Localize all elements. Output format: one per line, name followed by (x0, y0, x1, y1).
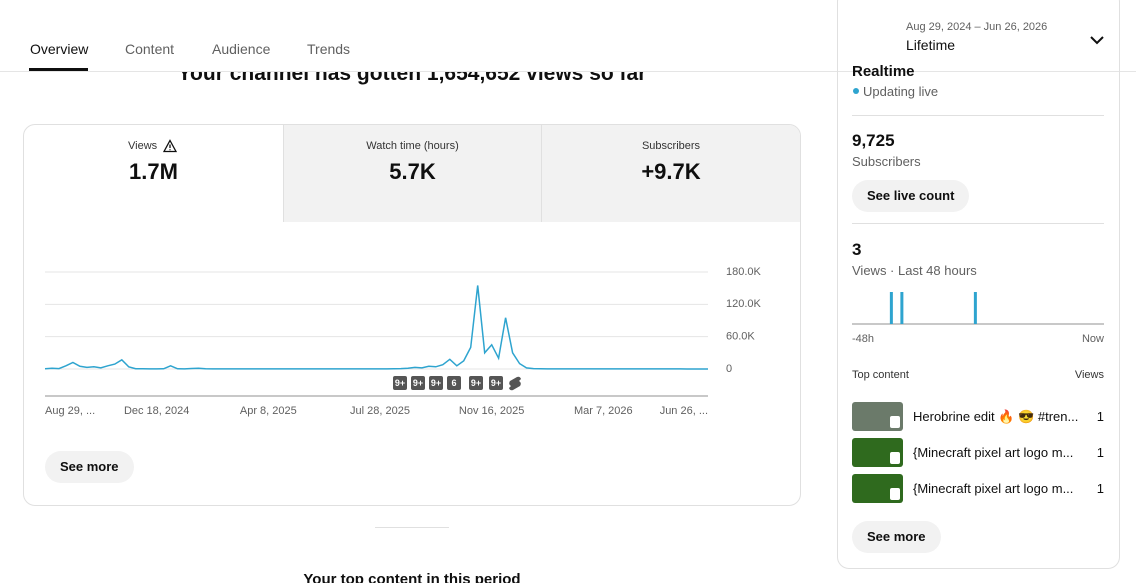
divider (541, 125, 542, 222)
date-range: Aug 29, 2024 – Jun 26, 2026 (906, 21, 1048, 33)
thumbnail[interactable] (852, 438, 903, 467)
realtime-views-label: Views · Last 48 hours (852, 263, 977, 278)
x-tick-label: Aug 29, ... (45, 405, 95, 417)
chart-card: Views 1.7M Watch time (hours) 5.7K Subsc… (23, 124, 801, 506)
x-tick-label: Mar 7, 2026 (574, 405, 633, 417)
x-tick-label: Apr 8, 2025 (240, 405, 297, 417)
annotation: 9+ (491, 378, 501, 388)
content-title[interactable]: {Minecraft pixel art logo m... (913, 445, 1074, 460)
live-count-button[interactable]: See live count (852, 180, 970, 212)
annotation: 9+ (431, 378, 441, 388)
tab-underline (29, 68, 88, 71)
annotation-badge (393, 376, 407, 390)
subscriber-label: Subscribers (852, 154, 921, 169)
x-tick-label: Now (1082, 333, 1104, 345)
live-dot (853, 88, 859, 94)
x-tick-label: Nov 16, 2025 (459, 405, 524, 417)
annotation: 9+ (413, 378, 423, 388)
content-title[interactable]: {Minecraft pixel art logo m... (913, 481, 1074, 496)
realtime-card (837, 0, 1120, 569)
line (44, 285, 708, 370)
x-tick-label: -48h (852, 333, 874, 345)
annotation-badge (469, 376, 483, 390)
annotation: 9+ (471, 378, 481, 388)
thumbnail[interactable] (852, 402, 903, 431)
y-tick-label: 60.0K (726, 331, 755, 343)
annotation-badge (429, 376, 443, 390)
warning-icon (163, 139, 177, 153)
y-tick-label: 0 (726, 363, 732, 375)
realtime-title: Realtime (852, 63, 915, 80)
bar (889, 292, 893, 324)
content-views: 1 (1096, 409, 1104, 424)
see-more-button[interactable]: See more (45, 451, 134, 483)
views-header: Views (1074, 369, 1104, 381)
metric-label: Watch time (hours) (366, 140, 459, 152)
divider (852, 115, 1104, 116)
y-tick-label: 180.0K (726, 266, 762, 278)
annotation-badge (411, 376, 425, 390)
metric-label: Subscribers (641, 140, 701, 152)
top-content-title: Top content (852, 369, 909, 381)
realtime-views: 3 (852, 240, 862, 259)
annotation-badge (447, 376, 461, 390)
tab[interactable]: Content (125, 41, 175, 57)
content-title[interactable]: Herobrine edit 🔥 😎 #tren... (913, 409, 1079, 424)
tab[interactable]: Trends (307, 41, 351, 57)
annotation-badge (489, 376, 503, 390)
top-bar: Overview Content Audience Trends Aug 29,… (0, 0, 1136, 72)
bar (973, 292, 977, 324)
subscriber-count: 9,725 (852, 131, 895, 150)
tab[interactable]: Overview (30, 41, 89, 57)
x-tick-label: Jun 26, ... (660, 405, 708, 417)
annotation: 9+ (395, 378, 405, 388)
realtime-status: Updating live (863, 84, 939, 99)
x-tick-label: Jul 28, 2025 (350, 405, 410, 417)
tab[interactable]: Audience (212, 41, 271, 57)
x-tick-label: Dec 18, 2024 (124, 405, 189, 417)
metric-value[interactable]: 5.7K (389, 159, 436, 184)
metric-value[interactable]: +9.7K (641, 159, 701, 184)
shorts-icon (509, 376, 521, 391)
see-more-button[interactable]: See more (852, 521, 941, 553)
section-title: Your top content in this period (303, 571, 521, 583)
content-views: 1 (1096, 481, 1104, 496)
date-label[interactable]: Lifetime (906, 37, 956, 53)
bar (900, 292, 904, 324)
divider (375, 527, 449, 528)
divider (852, 223, 1104, 224)
thumbnail[interactable] (852, 474, 903, 503)
chevron[interactable] (1089, 32, 1105, 48)
metric-label: Views (128, 140, 158, 152)
annotation: 6 (451, 378, 456, 388)
content-views: 1 (1096, 445, 1104, 460)
y-tick-label: 120.0K (726, 298, 762, 310)
metric-value[interactable]: 1.7M (129, 159, 178, 184)
